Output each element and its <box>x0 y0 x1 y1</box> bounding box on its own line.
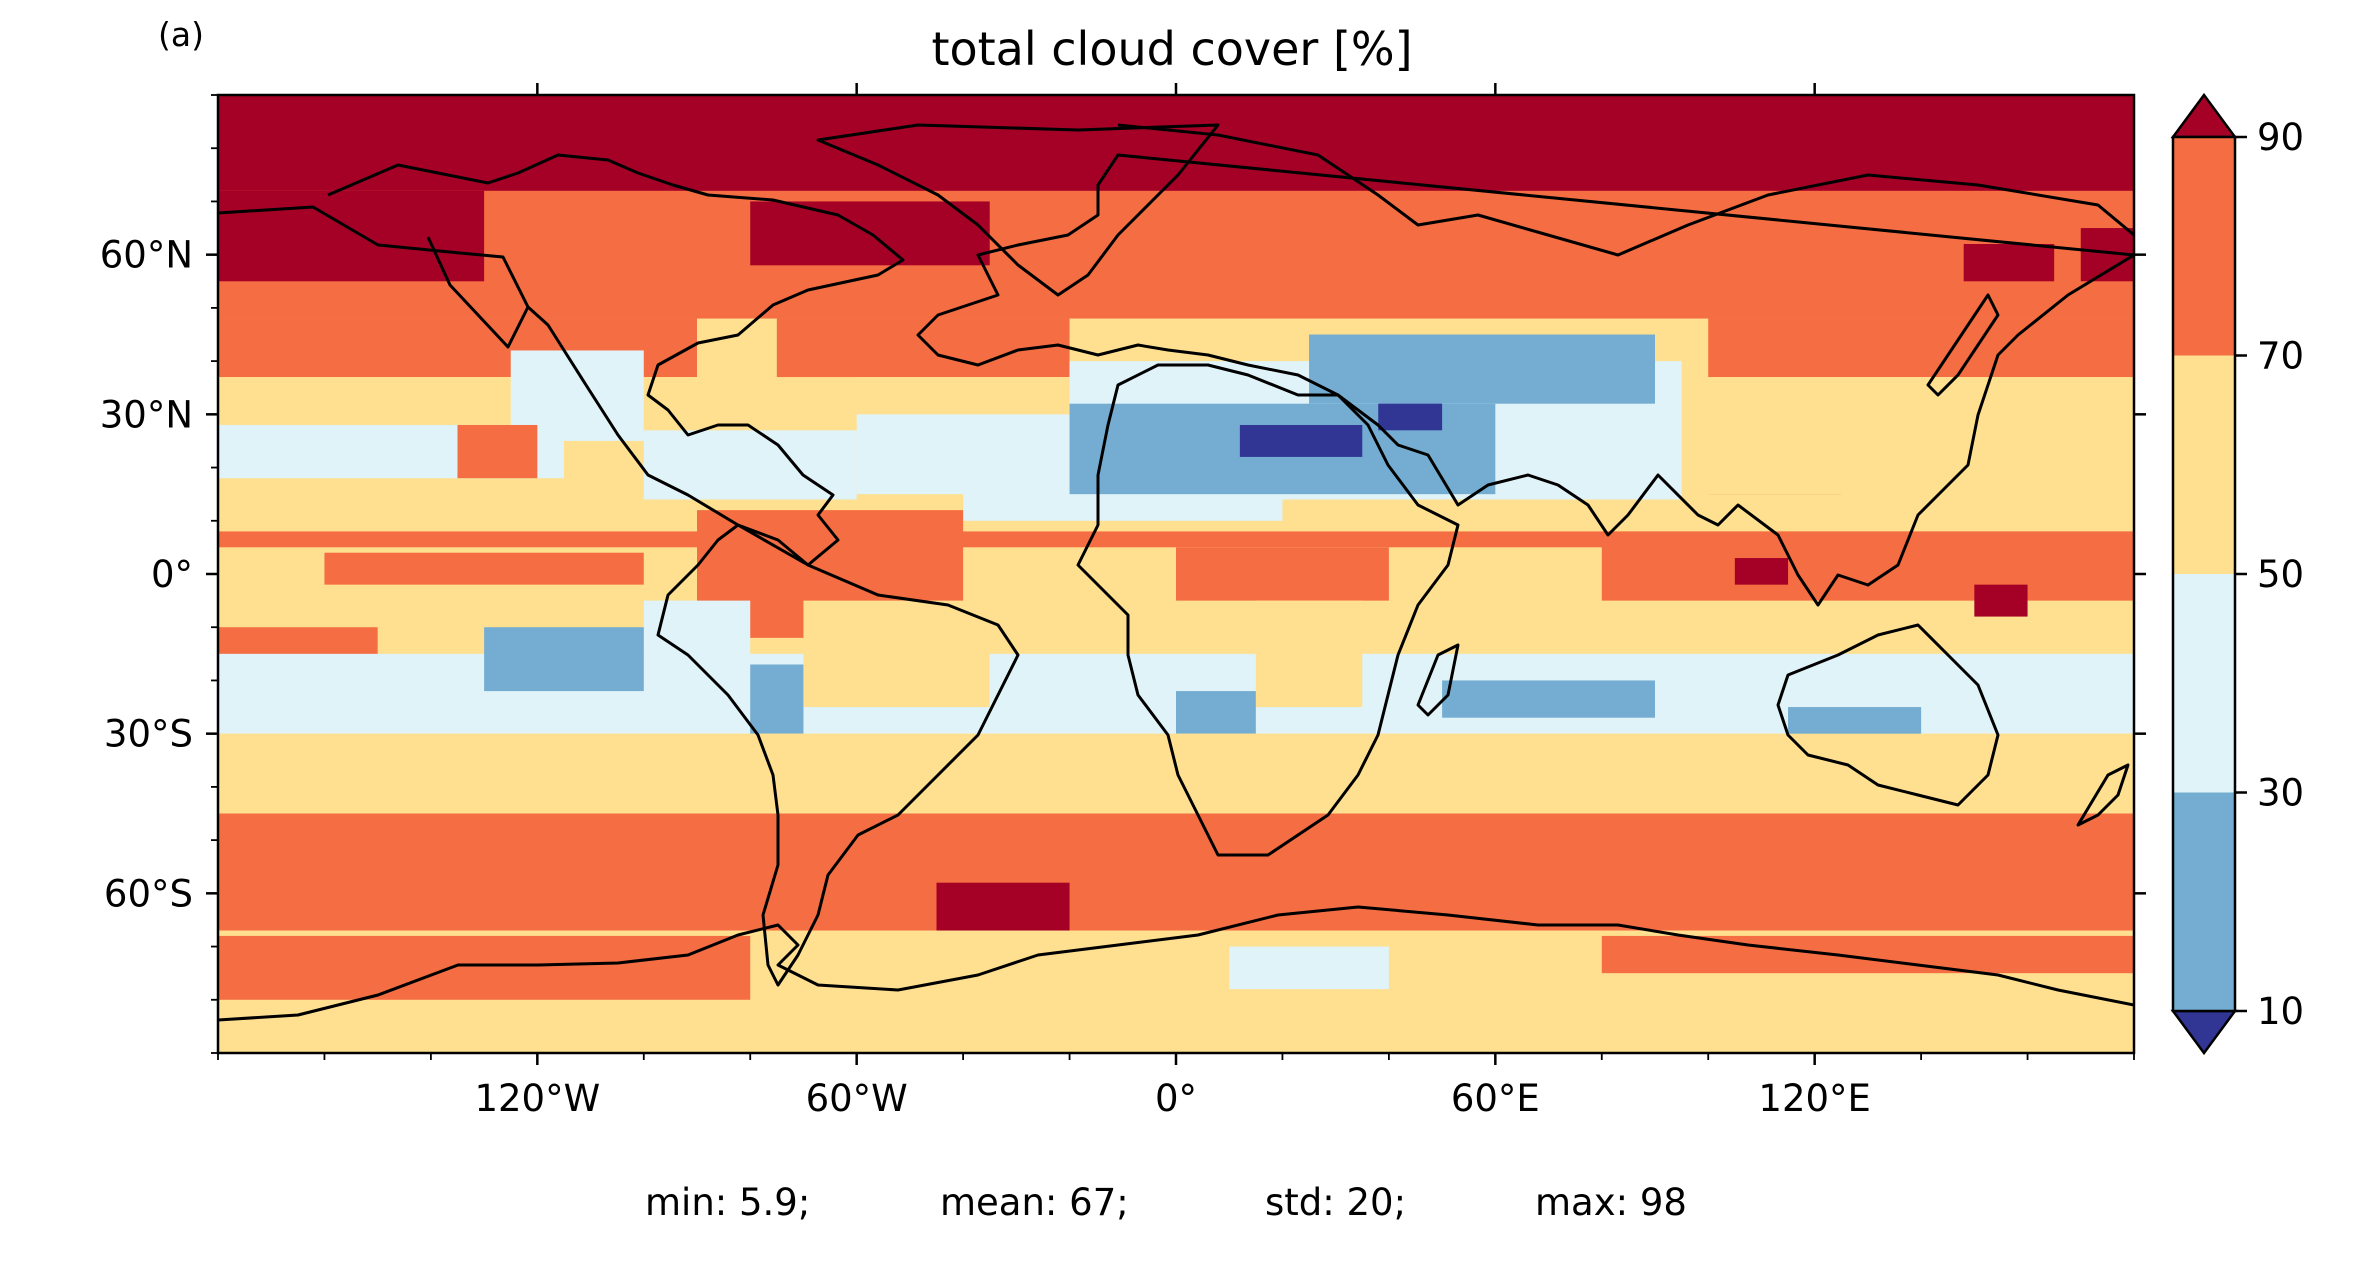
cloud-region <box>218 1037 2134 1053</box>
chart-title: total cloud cover [%] <box>931 22 1412 76</box>
panel-label: (a) <box>158 15 204 54</box>
cloud-region <box>750 664 804 734</box>
coast-north-america <box>218 153 905 567</box>
cloud-region <box>1309 334 1655 404</box>
colorbar-bin <box>2173 355 2235 574</box>
x-tick-label: 0° <box>1155 1077 1197 1120</box>
y-tick-label: 60°S <box>104 872 193 915</box>
y-tick-label: 30°S <box>104 713 193 756</box>
cloud-region <box>1176 691 1256 734</box>
coast-japan <box>1926 293 2000 397</box>
y-axis: 60°N 30°N 0° 30°S 60°S <box>100 94 2146 1054</box>
coast-eurasia <box>916 123 2134 607</box>
colorbar-tick-label: 30 <box>2257 772 2304 815</box>
coast-south-america <box>656 523 1020 987</box>
cloud-region <box>1601 935 2134 974</box>
coast-africa <box>1076 363 1460 857</box>
colorbar-bin <box>2173 792 2235 1011</box>
colorbar: 90 70 50 30 10 <box>2170 92 2304 1056</box>
stat-std: std: 20; <box>1265 1181 1406 1224</box>
colorbar-tick-label: 10 <box>2257 990 2304 1033</box>
cloud-region <box>324 552 644 585</box>
colorbar-extend-low <box>2170 1009 2238 1056</box>
x-axis: 120°W 60°W 0° 60°E 120°E <box>217 83 2135 1120</box>
cloud-region <box>218 95 2134 191</box>
cloud-region <box>803 600 990 708</box>
cloud-region <box>1176 547 1389 601</box>
cloud-region <box>457 424 538 479</box>
coast-antarctica <box>218 905 2134 1022</box>
cloud-region <box>1255 600 1363 708</box>
colorbar-tick-label: 70 <box>2257 335 2304 378</box>
colorbar-bin <box>2173 574 2235 793</box>
stat-max: max: 98 <box>1535 1181 1687 1224</box>
cloud-region <box>218 813 2134 931</box>
cloud-region <box>1974 584 2028 617</box>
cloud-region <box>218 190 485 282</box>
cloud-region <box>1442 680 1655 718</box>
cloud-region <box>1378 403 1443 431</box>
cloud-field <box>218 95 2134 1053</box>
y-tick-label: 60°N <box>100 234 193 277</box>
cloud-region <box>643 600 751 681</box>
coastlines <box>218 123 2134 1022</box>
cloud-region <box>218 935 751 1000</box>
statistics-line: min: 5.9; mean: 67; std: 20; max: 98 <box>645 1181 1687 1224</box>
coast-australia <box>1776 623 2000 807</box>
y-tick-label: 30°N <box>100 393 193 436</box>
cloud-region <box>1963 244 2055 282</box>
map: 120°W 60°W 0° 60°E 120°E 60°N 30°N 0° 30°S 60°S <box>100 83 2146 1120</box>
cloud-region <box>936 882 1070 931</box>
coast-greenland <box>816 123 1220 297</box>
colorbar-tick-label: 50 <box>2257 553 2304 596</box>
cloud-region <box>218 733 2134 814</box>
x-tick-label: 60°E <box>1451 1077 1540 1120</box>
cloud-region <box>1601 531 2134 601</box>
y-tick-label: 0° <box>151 553 193 596</box>
stat-min: min: 5.9; <box>645 1181 810 1224</box>
x-tick-label: 120°E <box>1758 1077 1871 1120</box>
colorbar-bin <box>2173 137 2235 356</box>
stat-mean: mean: 67; <box>940 1181 1129 1224</box>
cloud-region <box>1734 558 1789 585</box>
colorbar-extend-high <box>2170 92 2238 139</box>
cloud-region <box>484 627 644 692</box>
x-tick-label: 60°W <box>806 1077 908 1120</box>
x-tick-label: 120°W <box>474 1077 600 1120</box>
cloud-region <box>1239 424 1363 457</box>
coast-new-zealand <box>2076 763 2130 827</box>
coast-madagascar <box>1416 643 1460 717</box>
cloud-region <box>1708 318 2134 378</box>
colorbar-tick-label: 90 <box>2257 116 2304 159</box>
cloud-region <box>1229 946 1389 990</box>
